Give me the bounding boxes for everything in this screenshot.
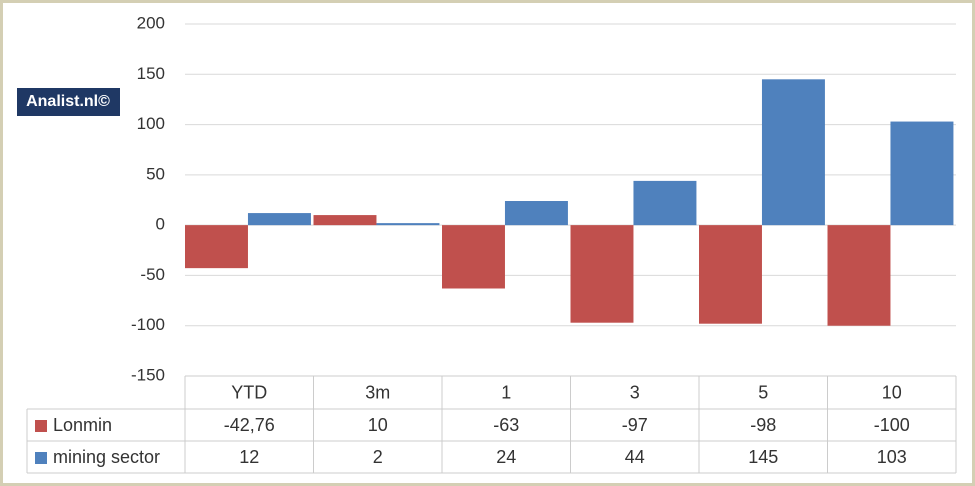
bar — [442, 225, 505, 289]
table-value: -63 — [493, 415, 519, 435]
bar — [890, 121, 954, 226]
bar — [761, 79, 825, 226]
watermark-box — [17, 88, 120, 116]
y-tick-label: 100 — [137, 114, 165, 133]
table-value: 44 — [625, 447, 645, 467]
table-value: -100 — [874, 415, 910, 435]
table-value: 145 — [748, 447, 778, 467]
y-tick-label: -50 — [140, 265, 165, 284]
table-value: 2 — [373, 447, 383, 467]
y-tick-label: -150 — [131, 365, 165, 384]
bar — [376, 223, 440, 226]
watermark: Analist.nl© — [26, 93, 110, 110]
table-value: 12 — [239, 447, 259, 467]
bar — [633, 180, 697, 226]
x-tick-label: 5 — [758, 382, 768, 402]
table-value: 24 — [496, 447, 516, 467]
x-tick-label: 3m — [365, 382, 390, 402]
legend-swatch — [35, 420, 47, 432]
x-tick-label: 1 — [501, 382, 511, 402]
y-tick-label: 50 — [146, 164, 165, 183]
legend-label: mining sector — [53, 447, 160, 467]
bar — [185, 225, 248, 269]
table-value: 10 — [368, 415, 388, 435]
table-value: -97 — [622, 415, 648, 435]
x-tick-label: 10 — [882, 382, 902, 402]
bar — [504, 201, 568, 226]
legend-swatch — [35, 452, 47, 464]
x-tick-label: YTD — [231, 382, 267, 402]
bar — [313, 215, 377, 226]
bar — [247, 213, 311, 226]
table-value: 103 — [877, 447, 907, 467]
table-value: -98 — [750, 415, 776, 435]
y-tick-label: 150 — [137, 64, 165, 83]
y-tick-label: 200 — [137, 13, 165, 32]
legend-label: Lonmin — [53, 415, 112, 435]
y-tick-label: 0 — [156, 215, 165, 234]
y-tick-label: -100 — [131, 315, 165, 334]
x-tick-label: 3 — [630, 382, 640, 402]
bar — [699, 225, 762, 324]
table-value: -42,76 — [224, 415, 275, 435]
bar — [570, 225, 634, 323]
bar — [827, 225, 891, 326]
